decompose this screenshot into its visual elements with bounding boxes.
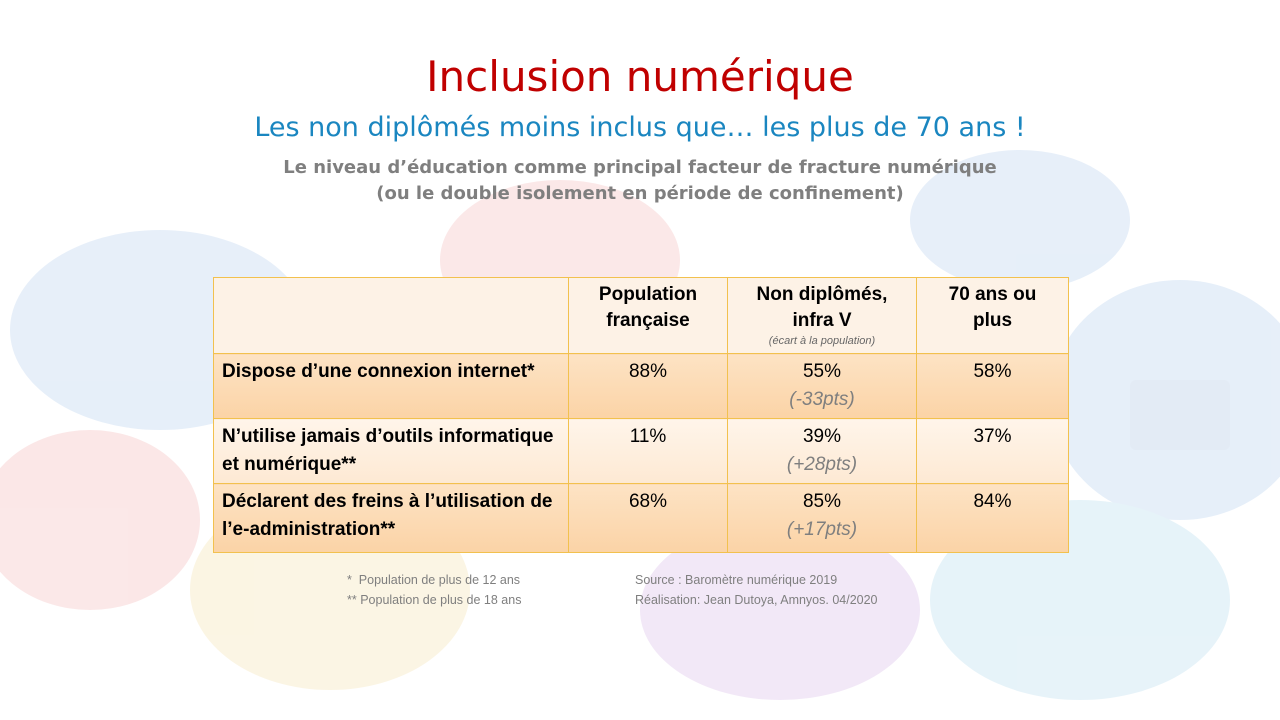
cell: 85% (+17pts) bbox=[727, 483, 917, 553]
table-row: Dispose d’une connexion internet* 88% 55% (… bbox=[213, 353, 1069, 419]
row-label: Dispose d’une connexion internet* bbox=[213, 353, 569, 419]
source-line: Source : Baromètre numérique 2019 bbox=[635, 573, 838, 587]
table-body: Dispose d’une connexion internet* 88% 55% (… bbox=[213, 353, 1069, 553]
cell: 88% bbox=[568, 353, 728, 419]
column-header: Population française bbox=[568, 277, 728, 354]
cell-value: 55% bbox=[802, 361, 842, 382]
description: (ou le double isolement en période de co… bbox=[376, 183, 904, 204]
cell-gap: (+17pts) bbox=[786, 519, 858, 540]
column-label: 70 ans ou plus bbox=[948, 284, 1037, 331]
cell: 55% (-33pts) bbox=[727, 353, 917, 419]
cell-gap: (+28pts) bbox=[786, 454, 858, 475]
cell-gap: (-33pts) bbox=[789, 389, 855, 410]
column-header: Non diplômés, infra V (écart à la populat… bbox=[727, 277, 917, 354]
column-label: Non diplômés, infra V bbox=[756, 284, 888, 331]
source: Source : Baromètre numérique 2019 Réalis… bbox=[635, 570, 878, 610]
footnote: * Population de plus de 12 ans bbox=[347, 573, 521, 587]
cell-value: 88% bbox=[628, 361, 668, 382]
cell-value: 11% bbox=[629, 426, 667, 447]
cell-value: 58% bbox=[973, 361, 1012, 382]
column-note: (écart à la population) bbox=[768, 335, 876, 347]
corner bbox=[213, 277, 569, 354]
cell: 11% bbox=[568, 418, 728, 484]
column-label: Population française bbox=[598, 284, 698, 331]
cell: 68% bbox=[568, 483, 728, 553]
column-header: 70 ans ou plus bbox=[916, 277, 1069, 354]
footnote: ** Population de plus de 18 ans bbox=[347, 593, 522, 607]
cell-value: 39% bbox=[802, 426, 842, 447]
table-row: Déclarent des freins à l’utilisation de … bbox=[213, 483, 1069, 553]
data-table: Population française Non diplômés, infra… bbox=[213, 277, 1069, 553]
footnotes: * Population de plus de 12 ans ** Popula… bbox=[347, 570, 521, 610]
cell-value: 68% bbox=[628, 491, 668, 512]
cell: 58% bbox=[916, 353, 1069, 419]
description: Le niveau d’éducation comme principal fa… bbox=[283, 157, 997, 178]
cell-value: 37% bbox=[973, 426, 1012, 447]
row-label: Déclarent des freins à l’utilisation de … bbox=[213, 483, 569, 553]
cell-value: 85% bbox=[802, 491, 842, 512]
row-label: N’utilise jamais d’outils informatique e… bbox=[213, 418, 569, 484]
cell: 37% bbox=[916, 418, 1069, 484]
source-line: Réalisation: Jean Dutoya, Amnyos. 04/202… bbox=[635, 593, 878, 607]
title: Inclusion numérique bbox=[426, 52, 854, 101]
cell-value: 84% bbox=[973, 491, 1012, 512]
cell: 84% bbox=[916, 483, 1069, 553]
cell: 39% (+28pts) bbox=[727, 418, 917, 484]
subtitle: Les non diplômés moins inclus que… les p… bbox=[254, 112, 1026, 143]
header-row: Population française Non diplômés, infra… bbox=[213, 277, 1069, 354]
table-row: N’utilise jamais d’outils informatique e… bbox=[213, 418, 1069, 484]
